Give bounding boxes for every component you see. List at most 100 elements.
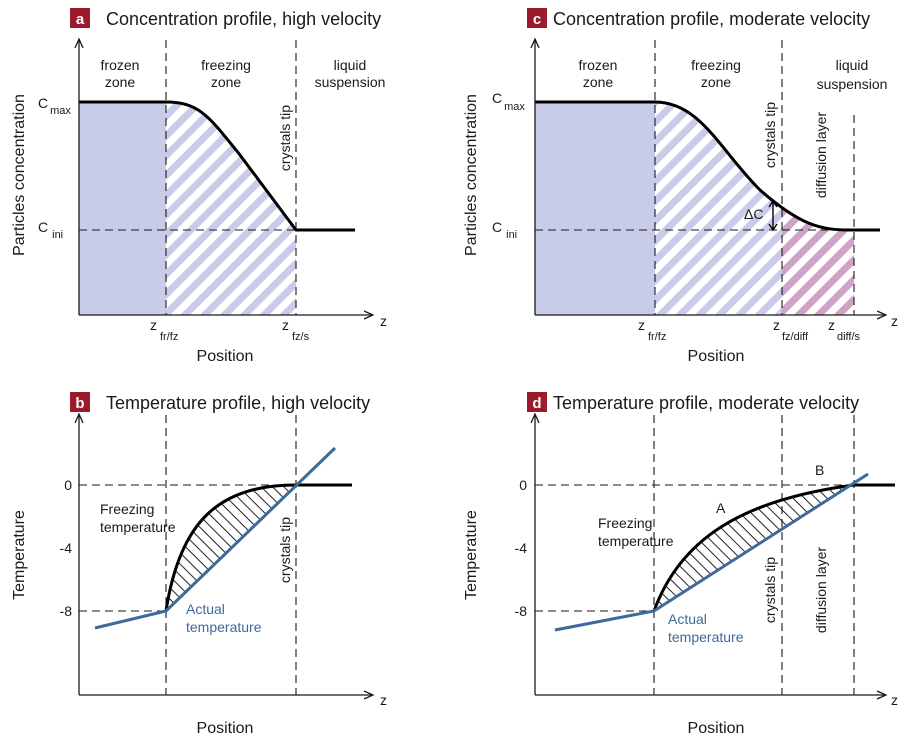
zone-label: liquid: [836, 57, 869, 73]
panel-title: Concentration profile, high velocity: [106, 9, 381, 29]
symbol: z: [150, 317, 157, 333]
zone-label: liquid: [334, 57, 367, 73]
region-label: A: [716, 500, 726, 516]
panel-letter: b: [75, 395, 84, 412]
subscript: fr/fz: [160, 331, 178, 343]
line-label: Actual: [668, 611, 707, 627]
marker-label: crystals tip: [762, 102, 778, 168]
badge: [527, 8, 547, 28]
axis-symbol: z: [891, 692, 898, 708]
symbol: z: [282, 317, 289, 333]
symbol: z: [773, 317, 780, 333]
panel-a: a Concentration profile, high velocity z…: [11, 8, 387, 365]
panel-title: Temperature profile, moderate velocity: [553, 393, 859, 413]
axis-symbol: z: [380, 692, 387, 708]
subscript: diff/s: [837, 331, 861, 343]
y-axis-title: Temperature: [463, 510, 480, 600]
position-label: zfr/fz: [150, 317, 178, 343]
position-label: zfz/diff: [773, 317, 809, 343]
x-axis-title: Position: [688, 348, 745, 365]
symbol: C: [492, 219, 502, 235]
position-label: zfr/fz: [638, 317, 666, 343]
panel-c: c Concentration profile, moderate veloci…: [463, 8, 898, 365]
symbol: C: [38, 219, 48, 235]
position-label: zfz/s: [282, 317, 310, 343]
symbol: C: [38, 95, 48, 111]
y-axis-title: Particles concentration: [11, 94, 28, 256]
y-axis-title: Temperature: [11, 510, 28, 600]
axis-symbol: z: [380, 313, 387, 329]
x-axis-title: Position: [197, 348, 254, 365]
zone-label: frozen: [579, 57, 618, 73]
panel-letter: c: [533, 11, 541, 28]
y-tick-label: -8: [515, 603, 528, 619]
y-tick-label: 0: [519, 477, 527, 493]
subscript: ini: [506, 229, 517, 241]
badge: [70, 392, 90, 412]
line-label: temperature: [668, 629, 744, 645]
zone-label: zone: [701, 74, 732, 90]
symbol: z: [638, 317, 645, 333]
delta-arrow: [768, 199, 778, 232]
marker-label: diffusion layer: [813, 112, 829, 198]
symbol: z: [828, 317, 835, 333]
marker-label: crystals tip: [762, 557, 778, 623]
subscript: fr/fz: [648, 331, 666, 343]
panel-d: d Temperature profile, moderate velocity…: [463, 392, 898, 737]
curve-label: temperature: [100, 519, 176, 535]
freezing-curve: [652, 483, 895, 612]
line-label: Actual: [186, 601, 225, 617]
zone-label: zone: [583, 74, 614, 90]
frozen-fill: [535, 102, 655, 315]
marker-label: diffusion layer: [813, 547, 829, 633]
panel-title: Concentration profile, moderate velocity: [553, 9, 870, 29]
concentration-curve: [535, 100, 880, 232]
panel-title: Temperature profile, high velocity: [106, 393, 370, 413]
marker-label: crystals tip: [277, 517, 293, 583]
zone-label: zone: [105, 74, 136, 90]
badge: [527, 392, 547, 412]
curve-label: temperature: [598, 533, 674, 549]
actual-line: [94, 446, 337, 630]
panel-b: b Temperature profile, high velocity z 0…: [11, 392, 387, 737]
y-tick-label: 0: [64, 477, 72, 493]
freezing-curve: [164, 483, 352, 612]
zone-label: frozen: [101, 57, 140, 73]
zone-label: freezing: [691, 57, 741, 73]
x-axis-title: Position: [197, 720, 254, 737]
subscript: fz/diff: [782, 331, 809, 343]
zone-label: freezing: [201, 57, 251, 73]
zone-label: suspension: [817, 76, 888, 92]
subscript: max: [50, 105, 71, 117]
y-tick-label: -8: [60, 603, 73, 619]
subscript: ini: [52, 229, 63, 241]
y-tick-label: -4: [515, 540, 528, 556]
region-label: B: [815, 462, 824, 478]
curve-label: Freezing: [100, 501, 154, 517]
subscript: fz/s: [292, 331, 310, 343]
y-axis-title: Particles concentration: [463, 94, 480, 256]
y-tick-label: -4: [60, 540, 73, 556]
curve-label: Freezing: [598, 515, 652, 531]
zone-label: zone: [211, 74, 242, 90]
delta-label: ΔC: [744, 206, 763, 222]
axis-symbol: z: [891, 313, 898, 329]
subscript: max: [504, 101, 525, 113]
panel-letter: d: [532, 395, 541, 412]
zone-label: suspension: [315, 74, 386, 90]
level-label: Cmax: [492, 90, 525, 113]
panel-letter: a: [76, 11, 85, 28]
position-label: zdiff/s: [828, 317, 861, 343]
frozen-fill: [79, 102, 166, 315]
actual-line: [554, 472, 869, 632]
badge: [70, 8, 90, 28]
x-axis-title: Position: [688, 720, 745, 737]
line-label: temperature: [186, 619, 262, 635]
symbol: C: [492, 90, 502, 106]
marker-label: crystals tip: [277, 105, 293, 171]
concentration-curve: [79, 100, 355, 232]
